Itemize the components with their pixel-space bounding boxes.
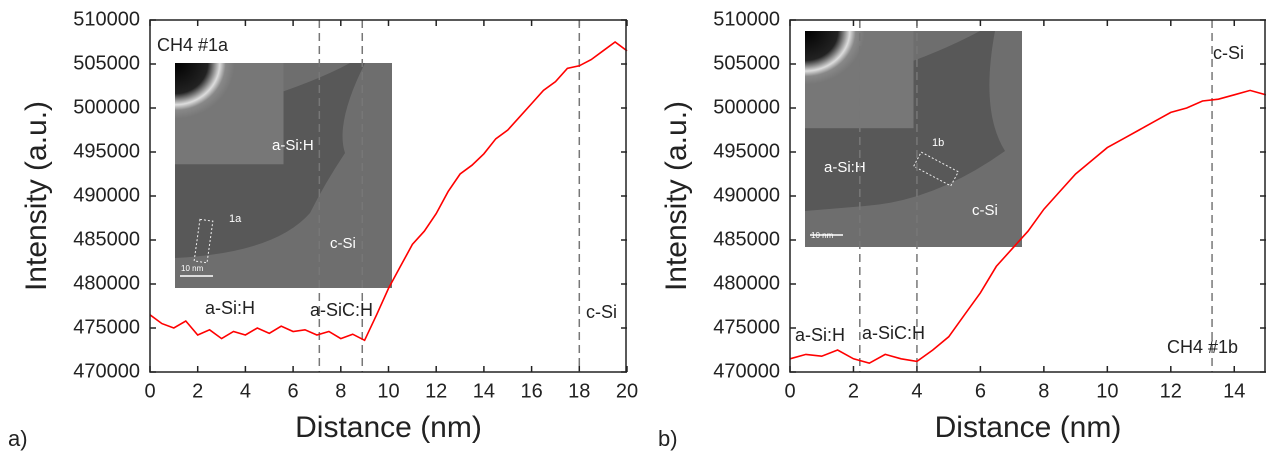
plot-frame bbox=[789, 19, 1266, 373]
y-tick-label: 495000 bbox=[73, 140, 140, 162]
x-tick-label: 14 bbox=[473, 380, 495, 402]
x-tick-label: 12 bbox=[425, 380, 447, 402]
x-tick-label: 8 bbox=[1038, 380, 1049, 402]
x-tick-label: 12 bbox=[1160, 380, 1182, 402]
inset-label: 10 nm bbox=[811, 231, 834, 240]
annotation: c-Si bbox=[1213, 43, 1244, 63]
x-tick-label: 14 bbox=[1223, 380, 1245, 402]
annotation: CH4 #1b bbox=[1167, 337, 1238, 357]
y-axis-title: Intensity (a.u.) bbox=[20, 101, 53, 291]
inset-label: 1a bbox=[229, 213, 242, 225]
y-tick-label: 495000 bbox=[713, 140, 780, 162]
annotation: a-Si:H bbox=[205, 298, 255, 318]
inset-box bbox=[193, 218, 214, 264]
x-tick-label: 10 bbox=[377, 380, 399, 402]
inset-label: a-Si:H bbox=[272, 137, 314, 154]
y-tick-label: 500000 bbox=[713, 96, 780, 118]
annotation: a-SiC:H bbox=[862, 323, 925, 343]
annotation: c-Si bbox=[586, 302, 617, 322]
y-tick-label: 475000 bbox=[713, 316, 780, 338]
y-tick-label: 485000 bbox=[73, 228, 140, 250]
annotation: a-Si:H bbox=[795, 325, 845, 345]
y-tick-label: 485000 bbox=[713, 228, 780, 250]
x-tick-label: 8 bbox=[335, 380, 346, 402]
inset-label: c-Si bbox=[972, 202, 998, 219]
data-line bbox=[149, 41, 628, 342]
panel-label: b) bbox=[658, 426, 678, 451]
x-tick-label: 0 bbox=[144, 380, 155, 402]
plot-frame bbox=[149, 19, 627, 373]
panel-label: a) bbox=[8, 426, 28, 451]
y-tick-label: 470000 bbox=[73, 360, 140, 382]
y-tick-label: 470000 bbox=[713, 360, 780, 382]
x-tick-label: 6 bbox=[288, 380, 299, 402]
y-tick-label: 510000 bbox=[713, 8, 780, 30]
x-tick-label: 2 bbox=[192, 380, 203, 402]
inset-label: 1b bbox=[932, 137, 944, 149]
x-tick-label: 2 bbox=[848, 380, 859, 402]
y-tick-label: 505000 bbox=[713, 52, 780, 74]
x-tick-label: 0 bbox=[784, 380, 795, 402]
x-tick-label: 16 bbox=[520, 380, 542, 402]
x-tick-label: 4 bbox=[911, 380, 922, 402]
y-tick-label: 510000 bbox=[73, 8, 140, 30]
annotation: a-SiC:H bbox=[310, 300, 373, 320]
y-tick-label: 475000 bbox=[73, 316, 140, 338]
inset-label: a-Si:H bbox=[824, 159, 866, 176]
y-tick-label: 500000 bbox=[73, 96, 140, 118]
y-tick-label: 480000 bbox=[713, 272, 780, 294]
annotation: CH4 #1a bbox=[157, 35, 229, 55]
x-axis-title: Distance (nm) bbox=[295, 411, 482, 444]
inset-label: c-Si bbox=[330, 235, 356, 252]
y-tick-label: 490000 bbox=[73, 184, 140, 206]
y-tick-label: 490000 bbox=[713, 184, 780, 206]
x-tick-label: 18 bbox=[568, 380, 590, 402]
x-tick-label: 6 bbox=[975, 380, 986, 402]
x-axis-title: Distance (nm) bbox=[935, 411, 1122, 444]
data-line bbox=[789, 89, 1266, 365]
x-tick-label: 20 bbox=[616, 380, 638, 402]
inset-blob bbox=[175, 63, 284, 165]
x-tick-label: 10 bbox=[1096, 380, 1118, 402]
inset-label: 10 nm bbox=[181, 264, 204, 273]
y-axis-title: Intensity (a.u.) bbox=[660, 101, 693, 291]
x-tick-label: 4 bbox=[240, 380, 251, 402]
y-tick-label: 505000 bbox=[73, 52, 140, 74]
y-tick-label: 480000 bbox=[73, 272, 140, 294]
